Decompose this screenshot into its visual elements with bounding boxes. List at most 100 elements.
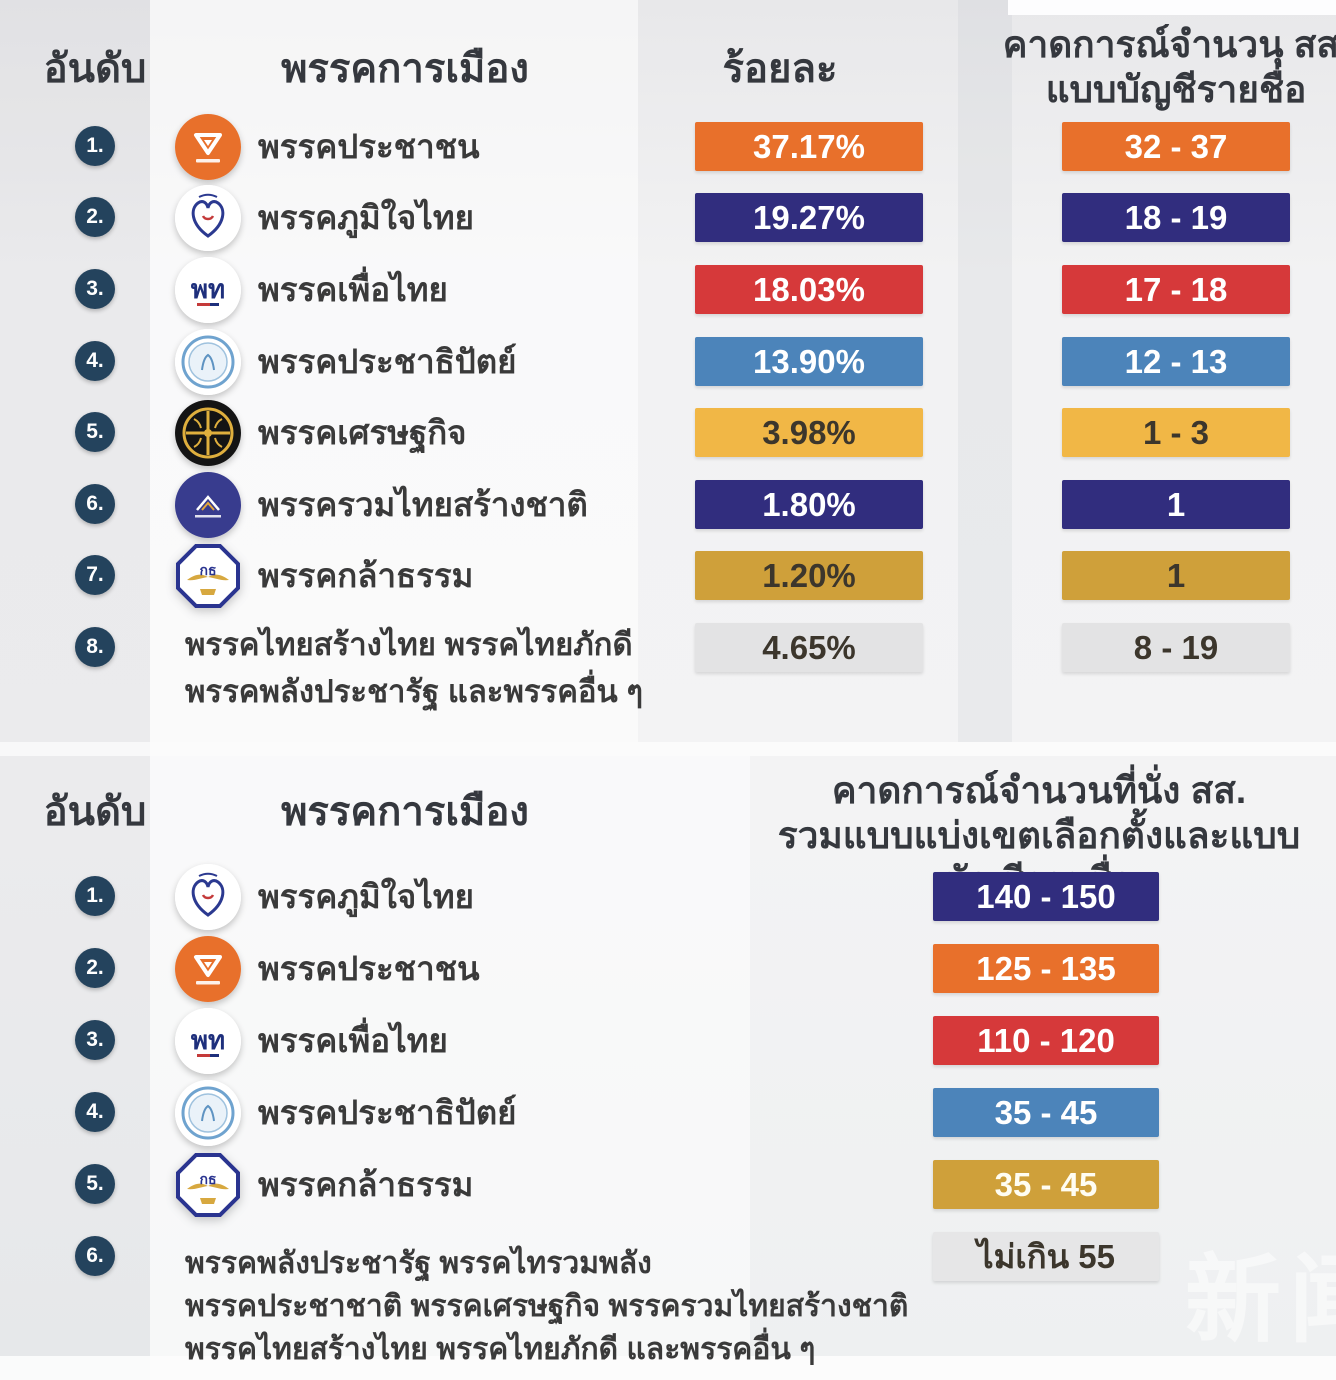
party-name-label: พรรคภูมิใจไทย [258, 878, 474, 915]
table-row: 8. พรรคไทยสร้างไทย พรรคไทยภักดี พรรคพลัง… [0, 623, 1336, 709]
bhumjaithai-logo-icon [175, 185, 241, 251]
pheu-thai-logo-icon: พท [175, 257, 241, 323]
seats-value-bar: 8 - 19 [1062, 623, 1290, 672]
seats-value-bar: 12 - 13 [1062, 337, 1290, 386]
seats-value-bar: ไม่เกิน 55 [933, 1232, 1159, 1281]
seats-value-bar: 35 - 45 [933, 1160, 1159, 1209]
democrat-logo-icon [175, 329, 241, 395]
percent-value-bar: 4.65% [695, 623, 923, 672]
party-name-label: พรรคเพื่อไทย [258, 271, 448, 308]
svg-text:พท: พท [191, 274, 225, 304]
people-party-logo-icon [175, 114, 241, 180]
party-name-label: พรรคกล้าธรรม [258, 557, 474, 594]
pheu-thai-logo-icon: พท [175, 1008, 241, 1074]
top-header-seats: คาดการณ์จำนวนุ สส. แบบบัญชีรายชื่อ [1000, 22, 1336, 112]
rank-badge: 4. [75, 1092, 115, 1132]
people-party-logo-icon [175, 936, 241, 1002]
party-name-label: พรรคประชาชน [258, 950, 480, 987]
seats-value-bar: 1 [1062, 480, 1290, 529]
party-name-label: พรรคภูมิใจไทย [258, 199, 474, 236]
democrat-logo-icon [175, 329, 241, 395]
bhumjaithai-logo-icon [175, 864, 241, 930]
pheu-thai-logo-icon: พท [175, 257, 241, 323]
party-group-line2: พรรคพลังประชารัฐ และพรรคอื่น ๆ [185, 674, 644, 709]
democrat-logo-icon [175, 1080, 241, 1146]
party-name-label: พรรคประชาชน [258, 128, 480, 165]
background-band-top-right [1008, 0, 1336, 15]
table-row: 7. กธ พรรคกล้าธรรม 1.20% 1 [0, 544, 1336, 608]
seats-value-bar: 32 - 37 [1062, 122, 1290, 171]
table-row: 2. พรรคประชาชน 125 - 135 [0, 936, 1336, 1002]
ruam-thai-sang-chat-logo-icon [175, 472, 241, 538]
party-name-label: พรรคเศรษฐกิจ [258, 414, 467, 451]
table-row: 2. พรรคภูมิใจไทย 19.27% 18 - 19 [0, 185, 1336, 251]
rank-badge: 4. [75, 341, 115, 381]
people-party-logo-icon [175, 114, 241, 180]
ruam-thai-sang-chat-logo-icon [175, 472, 241, 538]
party-name-label: พรรครวมไทยสร้างชาติ [258, 486, 588, 523]
seats-value-bar: 18 - 19 [1062, 193, 1290, 242]
seats-value-bar: 1 - 3 [1062, 408, 1290, 457]
setthakij-logo-icon [175, 400, 241, 466]
table-row: 1. พรรคประชาชน 37.17% 32 - 37 [0, 114, 1336, 180]
party-group-line2: พรรคประชาชาติ พรรคเศรษฐกิจ พรรครวมไทยสร้… [185, 1290, 909, 1323]
table-row: 3. พท พรรคเพื่อไทย 18.03% 17 - 18 [0, 257, 1336, 323]
percent-value-bar: 18.03% [695, 265, 923, 314]
party-name-label: พรรคกล้าธรรม [258, 1166, 474, 1203]
party-group-line3: พรรคไทยสร้างไทย พรรคไทยภักดี และพรรคอื่น… [185, 1333, 816, 1366]
percent-value-bar: 3.98% [695, 408, 923, 457]
kla-tham-logo-icon: กธ [175, 543, 241, 609]
background-band-between-tables [0, 742, 1336, 756]
percent-value-bar: 1.80% [695, 480, 923, 529]
rank-badge: 3. [75, 269, 115, 309]
rank-badge: 8. [75, 627, 115, 667]
svg-text:กธ: กธ [199, 1171, 216, 1187]
setthakij-logo-icon [175, 400, 241, 466]
rank-badge: 6. [75, 1236, 115, 1276]
seats-value-bar: 110 - 120 [933, 1016, 1159, 1065]
rank-badge: 2. [75, 197, 115, 237]
table-row: 5. กธ พรรคกล้าธรรม 35 - 45 [0, 1153, 1336, 1217]
table-row: 5. พรรคเศรษฐกิจ 3.98% 1 - 3 [0, 400, 1336, 466]
party-group-label: พรรคไทยสร้างไทย พรรคไทยภักดี พรรคพลังประ… [185, 621, 643, 715]
watermark: 新闻 [1185, 1247, 1336, 1354]
rank-badge: 3. [75, 1020, 115, 1060]
seats-value-bar: 17 - 18 [1062, 265, 1290, 314]
top-header-party: พรรคการเมือง [281, 47, 529, 91]
percent-value-bar: 19.27% [695, 193, 923, 242]
bhumjaithai-logo-icon [175, 864, 241, 930]
bottom-header-seats-line1: คาดการณ์จำนวนที่นั่ง สส. [831, 770, 1247, 811]
table-row: 3. พท พรรคเพื่อไทย 110 - 120 [0, 1008, 1336, 1074]
democrat-logo-icon [175, 1080, 241, 1146]
table-row: 4. พรรคประชาธิปัตย์ 13.90% 12 - 13 [0, 329, 1336, 395]
top-header-percent: ร้อยละ [722, 47, 838, 91]
percent-value-bar: 13.90% [695, 337, 923, 386]
party-group-line1: พรรคพลังประชารัฐ พรรคไทรวมพลัง [185, 1247, 652, 1280]
table-row: 4. พรรคประชาธิปัตย์ 35 - 45 [0, 1080, 1336, 1146]
seats-value-bar: 140 - 150 [933, 872, 1159, 921]
seats-value-bar: 125 - 135 [933, 944, 1159, 993]
party-group-label: พรรคพลังประชารัฐ พรรคไทรวมพลัง พรรคประชา… [185, 1242, 908, 1371]
rank-badge: 5. [75, 412, 115, 452]
kla-tham-logo-icon: กธ [176, 1153, 240, 1217]
table-row: 6. พรรคพลังประชารัฐ พรรคไทรวมพลัง พรรคปร… [0, 1232, 1336, 1366]
bottom-header-rank: อันดับ [43, 790, 147, 834]
party-name-label: พรรคประชาธิปัตย์ [258, 343, 517, 380]
top-header-rank: อันดับ [43, 47, 147, 91]
rank-badge: 5. [75, 1164, 115, 1204]
rank-badge: 1. [75, 126, 115, 166]
percent-value-bar: 1.20% [695, 551, 923, 600]
seats-value-bar: 35 - 45 [933, 1088, 1159, 1137]
rank-badge: 6. [75, 484, 115, 524]
svg-text:กธ: กธ [199, 562, 216, 578]
kla-tham-logo-icon: กธ [176, 544, 240, 608]
party-name-label: พรรคเพื่อไทย [258, 1022, 448, 1059]
people-party-logo-icon [175, 936, 241, 1002]
pheu-thai-logo-icon: พท [175, 1008, 241, 1074]
bottom-header-party: พรรคการเมือง [281, 790, 529, 834]
party-name-label: พรรคประชาธิปัตย์ [258, 1094, 517, 1131]
rank-badge: 2. [75, 948, 115, 988]
kla-tham-logo-icon: กธ [175, 1152, 241, 1218]
rank-badge: 1. [75, 876, 115, 916]
